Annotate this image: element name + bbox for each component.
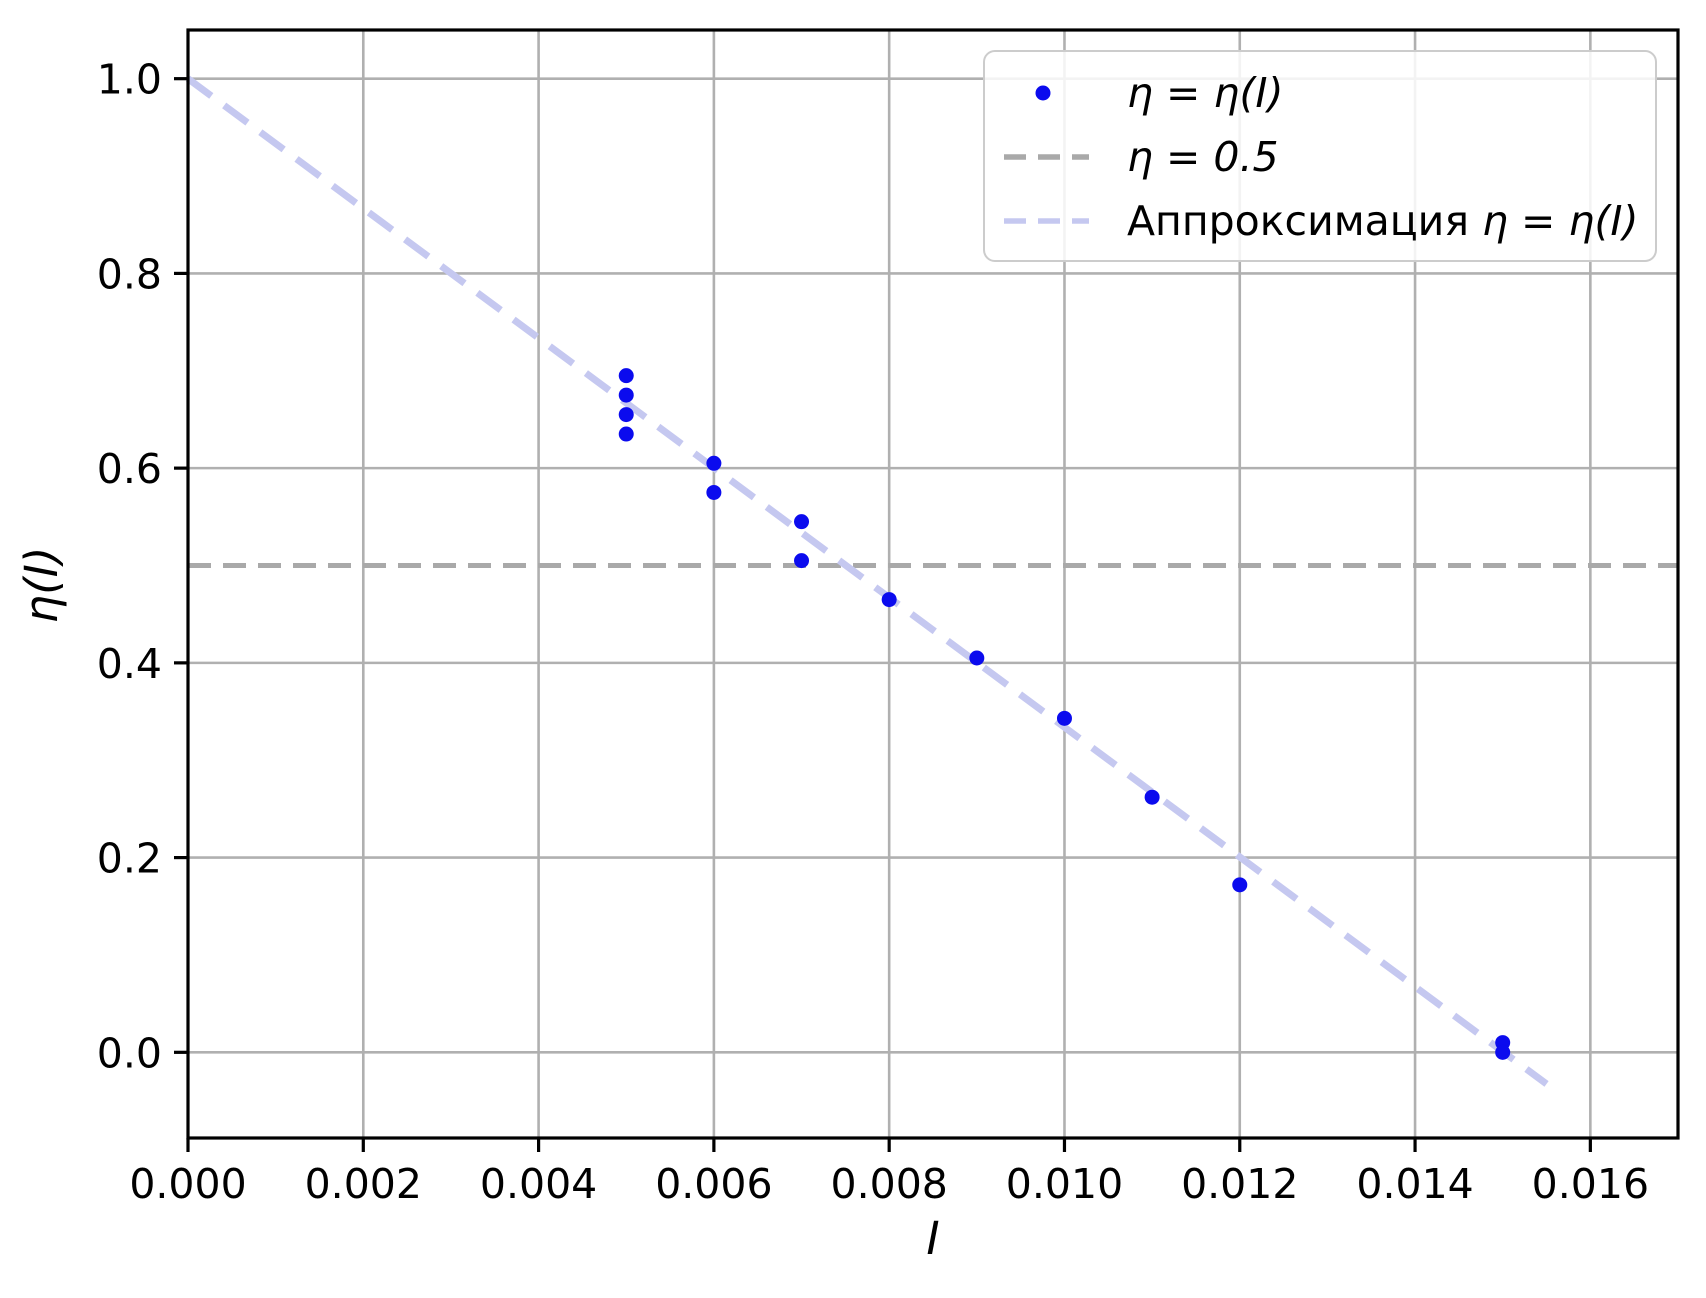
scatter-point bbox=[706, 484, 722, 500]
x-tick-label: 0.002 bbox=[305, 1160, 422, 1208]
y-tick-label: 0.2 bbox=[97, 835, 162, 883]
legend-label-math: η = η(I) bbox=[1127, 69, 1284, 117]
dashed-line-icon bbox=[1004, 218, 1089, 224]
legend-entry-hline: η = 0.5 bbox=[985, 125, 1655, 189]
scatter-dot-icon bbox=[1035, 85, 1051, 101]
scatter-point bbox=[618, 368, 634, 384]
legend-label: Аппроксимация η = η(I) bbox=[1127, 197, 1639, 245]
scatter-point bbox=[618, 426, 634, 442]
legend-label: η = η(I) bbox=[1127, 69, 1283, 117]
y-axis-label: η(I) bbox=[15, 546, 68, 624]
x-tick-label: 0.012 bbox=[1181, 1160, 1298, 1208]
axes-spines bbox=[186, 28, 1680, 1140]
legend: η = η(I) η = 0.5 Аппроксимация η = η(I) bbox=[983, 50, 1657, 262]
legend-label-math: η = 0.5 bbox=[1127, 133, 1279, 181]
legend-entry-data: η = η(I) bbox=[985, 61, 1655, 125]
y-tick-label: 0.0 bbox=[97, 1029, 162, 1077]
y-tick-label: 0.8 bbox=[97, 250, 162, 298]
x-tick-label: 0.000 bbox=[129, 1160, 246, 1208]
x-tick-label: 0.016 bbox=[1532, 1160, 1649, 1208]
scatter-point bbox=[794, 514, 810, 530]
scatter-point bbox=[794, 553, 810, 569]
legend-label-prefix: Аппроксимация bbox=[1127, 197, 1483, 245]
scatter-point bbox=[1056, 710, 1072, 726]
x-axis-label: I bbox=[926, 1212, 940, 1265]
y-tick-label: 1.0 bbox=[97, 56, 162, 104]
legend-label-math: η = η(I) bbox=[1482, 197, 1639, 245]
scatter-point bbox=[618, 387, 634, 403]
approximation-line bbox=[185, 75, 1549, 1087]
legend-label: η = 0.5 bbox=[1127, 133, 1279, 181]
x-tick-label: 0.010 bbox=[1006, 1160, 1123, 1208]
scatter-point bbox=[881, 592, 897, 608]
y-tick-label: 0.4 bbox=[97, 640, 162, 688]
legend-entry-approximation: Аппроксимация η = η(I) bbox=[985, 189, 1655, 253]
scatter-point bbox=[1232, 877, 1248, 893]
dashed-line-icon bbox=[1004, 154, 1089, 160]
scatter-point bbox=[969, 650, 985, 666]
scatter-point bbox=[1495, 1044, 1511, 1060]
x-tick-label: 0.008 bbox=[830, 1160, 947, 1208]
scatter-point bbox=[618, 407, 634, 423]
scatter-point bbox=[1144, 789, 1160, 805]
x-tick-label: 0.004 bbox=[480, 1160, 597, 1208]
scatter-point bbox=[706, 455, 722, 471]
x-tick-label: 0.014 bbox=[1356, 1160, 1473, 1208]
y-tick-label: 0.6 bbox=[97, 445, 162, 493]
x-tick-label: 0.006 bbox=[655, 1160, 772, 1208]
